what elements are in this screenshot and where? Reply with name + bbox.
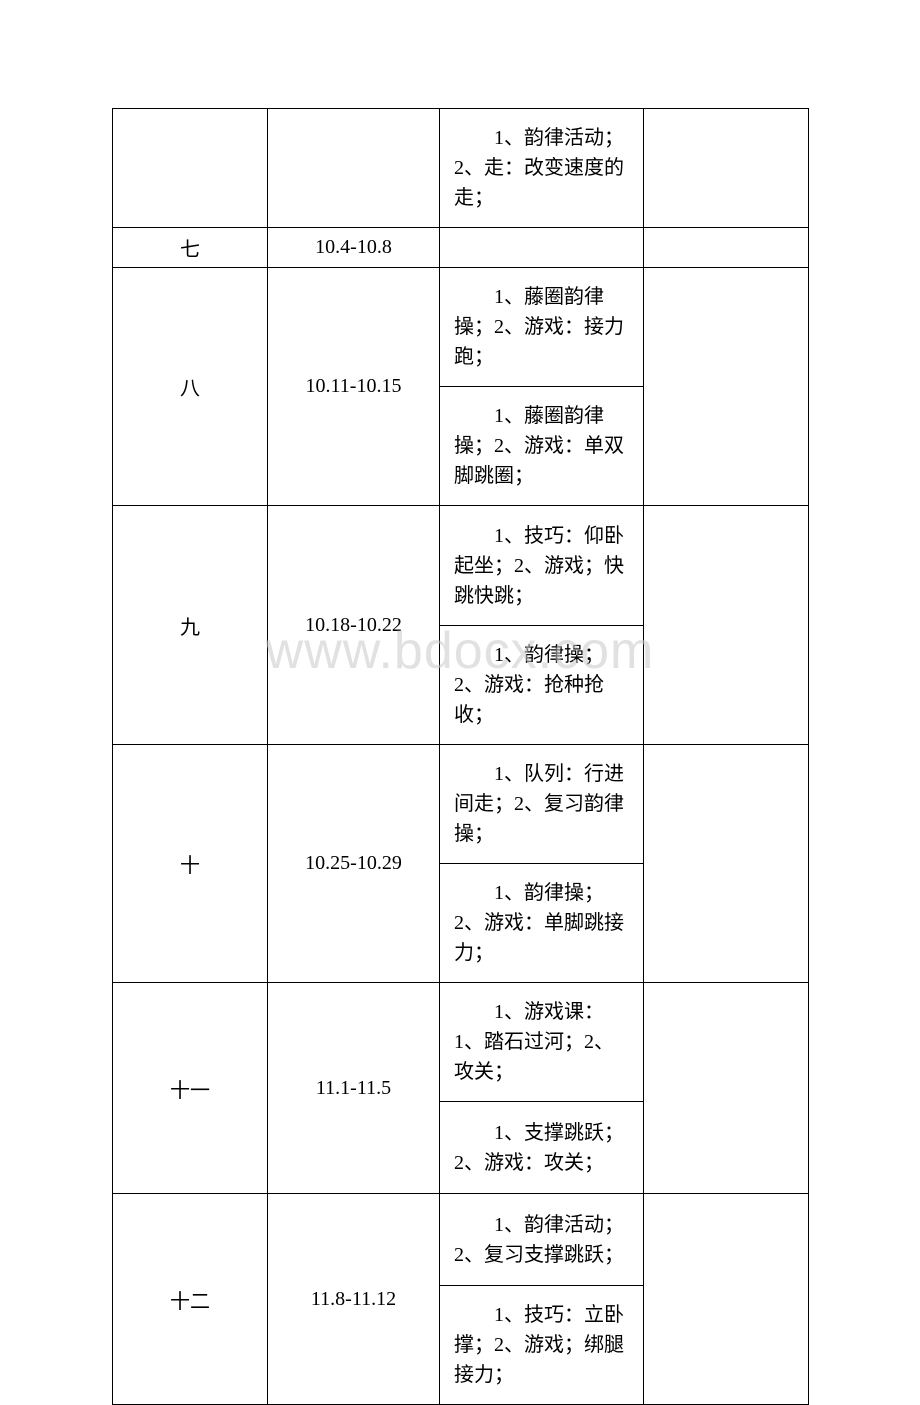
- content-cell: 1、游戏课：1、踏石过河；2、攻关；: [440, 983, 644, 1102]
- date-cell: 10.4-10.8: [268, 228, 440, 268]
- table-row: 十10.25-10.29 1、队列：行进间走；2、复习韵律操；: [113, 745, 809, 864]
- note-cell: [644, 983, 809, 1194]
- content-cell: 1、藤圈韵律操；2、游戏：接力跑；: [440, 268, 644, 387]
- schedule-table: 1、韵律活动；2、走：改变速度的走；七10.4-10.8八10.11-10.15…: [112, 108, 809, 1405]
- table-row: 九10.18-10.22 1、技巧：仰卧起坐；2、游戏；快跳快跳；: [113, 506, 809, 626]
- content-cell: 1、韵律操；2、游戏：单脚跳接力；: [440, 864, 644, 983]
- date-cell: 10.11-10.15: [268, 268, 440, 506]
- note-cell: [644, 109, 809, 228]
- date-cell: 11.1-11.5: [268, 983, 440, 1194]
- content-cell: 1、韵律活动；2、走：改变速度的走；: [440, 109, 644, 228]
- note-cell: [644, 1194, 809, 1405]
- table-row: 八10.11-10.15 1、藤圈韵律操；2、游戏：接力跑；: [113, 268, 809, 387]
- week-cell: 十二: [113, 1194, 268, 1405]
- date-cell: [268, 109, 440, 228]
- table-row: 七10.4-10.8: [113, 228, 809, 268]
- note-cell: [644, 506, 809, 745]
- content-cell: 1、队列：行进间走；2、复习韵律操；: [440, 745, 644, 864]
- date-cell: 10.18-10.22: [268, 506, 440, 745]
- note-cell: [644, 268, 809, 506]
- content-cell: [440, 228, 644, 268]
- content-cell: 1、藤圈韵律操；2、游戏：单双脚跳圈；: [440, 387, 644, 506]
- date-cell: 10.25-10.29: [268, 745, 440, 983]
- week-cell: 七: [113, 228, 268, 268]
- week-cell: 十一: [113, 983, 268, 1194]
- table-row: 十一11.1-11.5 1、游戏课：1、踏石过河；2、攻关；: [113, 983, 809, 1102]
- week-cell: 八: [113, 268, 268, 506]
- content-cell: 1、技巧：立卧撑；2、游戏；绑腿接力；: [440, 1286, 644, 1405]
- content-cell: 1、韵律操；2、游戏：抢种抢收；: [440, 626, 644, 745]
- week-cell: 九: [113, 506, 268, 745]
- note-cell: [644, 745, 809, 983]
- week-cell: 十: [113, 745, 268, 983]
- week-cell: [113, 109, 268, 228]
- table-row: 十二11.8-11.12 1、韵律活动；2、复习支撑跳跃；: [113, 1194, 809, 1286]
- note-cell: [644, 228, 809, 268]
- table-row: 1、韵律活动；2、走：改变速度的走；: [113, 109, 809, 228]
- schedule-table-container: 1、韵律活动；2、走：改变速度的走；七10.4-10.8八10.11-10.15…: [112, 108, 808, 1405]
- date-cell: 11.8-11.12: [268, 1194, 440, 1405]
- content-cell: 1、韵律活动；2、复习支撑跳跃；: [440, 1194, 644, 1286]
- content-cell: 1、支撑跳跃；2、游戏：攻关；: [440, 1102, 644, 1194]
- content-cell: 1、技巧：仰卧起坐；2、游戏；快跳快跳；: [440, 506, 644, 626]
